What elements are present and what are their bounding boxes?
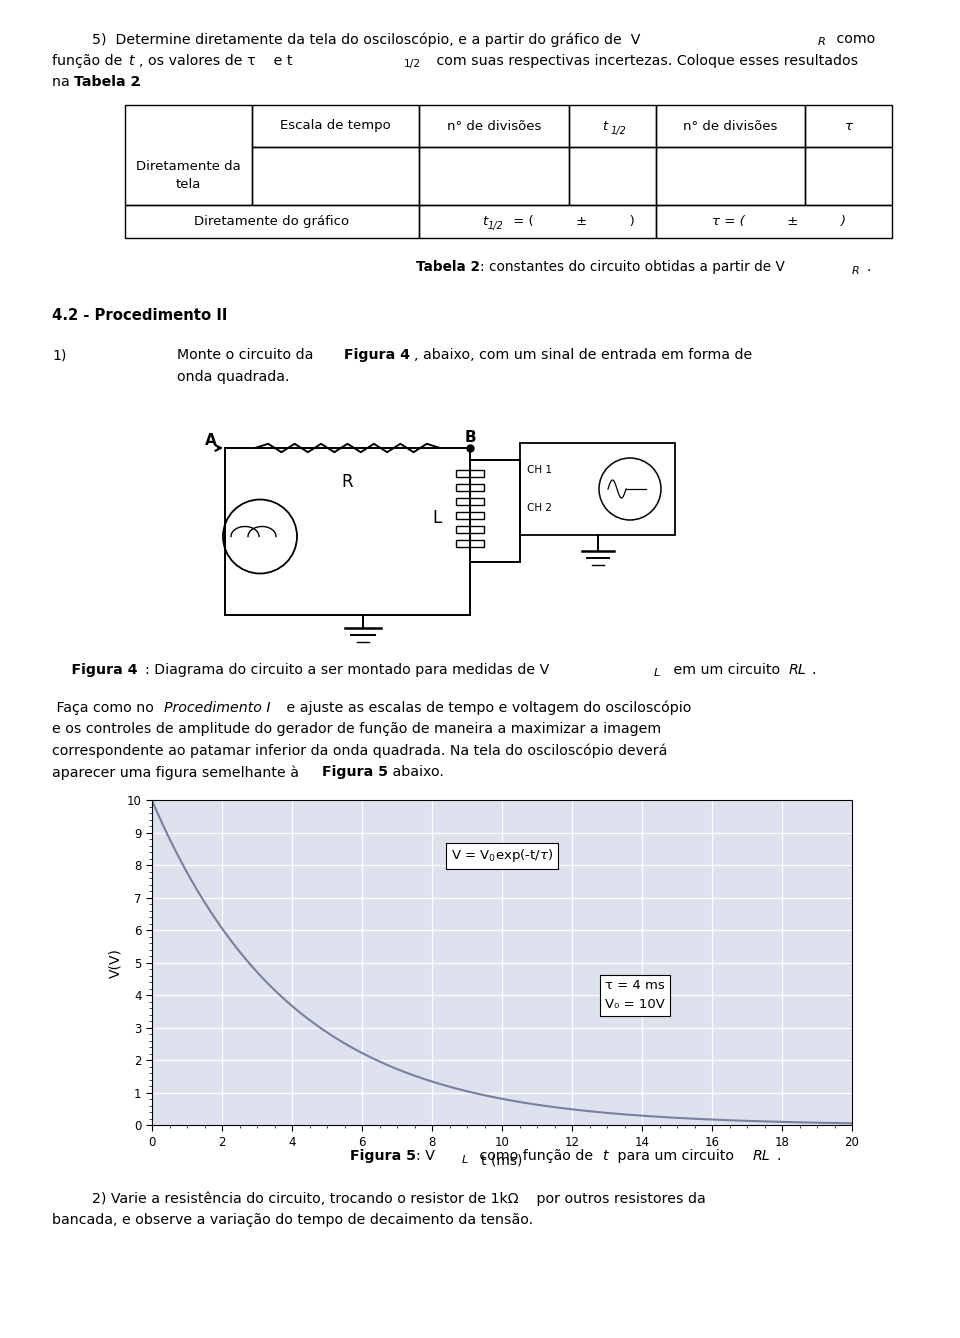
Bar (420, 205, 656, 238)
Bar (456, 512, 484, 519)
Bar (456, 541, 484, 547)
Text: abaixo.: abaixo. (388, 765, 444, 780)
Text: correspondente ao patamar inferior da onda quadrada. Na tela do osciloscópio dev: correspondente ao patamar inferior da on… (52, 744, 667, 759)
Bar (252, 147, 420, 205)
Text: 4.2 - Procedimento II: 4.2 - Procedimento II (52, 308, 228, 322)
Text: Monte o circuito da: Monte o circuito da (177, 348, 318, 363)
Text: t: t (482, 215, 488, 227)
Text: = (          ±          ): = ( ± ) (510, 215, 636, 227)
Text: n° de divisões: n° de divisões (447, 119, 541, 132)
Text: τ = 4 ms
V₀ = 10V: τ = 4 ms V₀ = 10V (605, 979, 665, 1012)
Bar (456, 484, 484, 491)
Bar (456, 498, 484, 504)
Bar (420, 147, 569, 205)
Text: n° de divisões: n° de divisões (684, 119, 778, 132)
Bar (656, 104, 805, 147)
Text: Figura 4: Figura 4 (52, 664, 137, 677)
Text: t: t (602, 119, 608, 132)
Text: t: t (602, 1149, 608, 1164)
X-axis label: t (ms): t (ms) (481, 1153, 522, 1167)
Y-axis label: V(V): V(V) (108, 949, 123, 978)
Text: .: . (777, 1149, 781, 1164)
Bar (656, 205, 892, 238)
Text: bancada, e observe a variação do tempo de decaimento da tensão.: bancada, e observe a variação do tempo d… (52, 1214, 533, 1227)
Text: τ: τ (845, 119, 852, 132)
Text: Figura 4: Figura 4 (344, 348, 410, 363)
Text: como função de: como função de (475, 1149, 598, 1164)
Bar (520, 443, 675, 535)
Bar (125, 104, 252, 205)
Text: .: . (812, 664, 817, 677)
Text: RL: RL (789, 664, 806, 677)
Bar (569, 147, 656, 205)
Text: L: L (433, 508, 442, 527)
Text: R: R (852, 266, 860, 276)
Text: : Diagrama do circuito a ser montado para medidas de V: : Diagrama do circuito a ser montado par… (145, 664, 549, 677)
Bar (805, 147, 892, 205)
Text: L: L (462, 1155, 468, 1165)
Bar (805, 104, 892, 147)
Text: A: A (205, 434, 217, 448)
Text: .: . (867, 260, 872, 274)
Text: e ajuste as escalas de tempo e voltagem do osciloscópio: e ajuste as escalas de tempo e voltagem … (282, 701, 691, 716)
Text: L: L (654, 668, 660, 678)
Text: : V: : V (416, 1149, 435, 1164)
Bar (456, 470, 484, 476)
Text: 1/2: 1/2 (611, 126, 626, 136)
Text: Tabela 2: Tabela 2 (416, 260, 480, 274)
Text: Figura 5: Figura 5 (322, 765, 388, 780)
Text: em um circuito: em um circuito (669, 664, 784, 677)
Text: Escala de tempo: Escala de tempo (280, 119, 391, 132)
Text: para um circuito: para um circuito (613, 1149, 738, 1164)
Text: τ = (          ±          ): τ = ( ± ) (711, 215, 846, 227)
Bar (252, 104, 420, 147)
Text: na: na (52, 75, 74, 90)
Bar (420, 104, 569, 147)
Text: 1/2: 1/2 (488, 221, 503, 230)
Text: V = V$_0$exp(-t/$\tau$): V = V$_0$exp(-t/$\tau$) (451, 847, 553, 864)
Text: Figura 5: Figura 5 (350, 1149, 416, 1164)
Text: R: R (818, 37, 826, 47)
Text: Diretamente da
tela: Diretamente da tela (136, 161, 241, 191)
Text: CH 1: CH 1 (527, 466, 552, 475)
Text: CH 2: CH 2 (527, 503, 552, 512)
Text: com suas respectivas incertezas. Coloque esses resultados: com suas respectivas incertezas. Coloque… (432, 54, 858, 67)
Text: e os controles de amplitude do gerador de função de maneira a maximizar a imagem: e os controles de amplitude do gerador d… (52, 723, 661, 736)
Text: R: R (342, 474, 353, 491)
Text: t: t (128, 54, 133, 67)
Text: 2) Varie a resistência do circuito, trocando o resistor de 1kΩ    por outros res: 2) Varie a resistência do circuito, troc… (92, 1192, 706, 1206)
Text: como: como (832, 32, 876, 45)
Text: RL: RL (753, 1149, 771, 1164)
Bar (569, 104, 656, 147)
Text: aparecer uma figura semelhante à: aparecer uma figura semelhante à (52, 765, 303, 780)
Text: Tabela 2: Tabela 2 (74, 75, 140, 90)
Text: B: B (465, 429, 476, 446)
Text: função de: função de (52, 54, 127, 67)
Bar (656, 147, 805, 205)
Text: 1/2: 1/2 (404, 59, 421, 68)
Text: .: . (136, 75, 140, 90)
Text: , os valores de τ    e t: , os valores de τ e t (139, 54, 293, 67)
Bar (125, 205, 420, 238)
Text: Diretamente do gráfico: Diretamente do gráfico (195, 215, 349, 227)
Text: onda quadrada.: onda quadrada. (177, 369, 290, 384)
Text: : constantes do circuito obtidas a partir de V: : constantes do circuito obtidas a parti… (480, 260, 785, 274)
Bar (456, 526, 484, 533)
Text: , abaixo, com um sinal de entrada em forma de: , abaixo, com um sinal de entrada em for… (414, 348, 753, 363)
Text: 1): 1) (52, 348, 66, 363)
Text: Faça como no: Faça como no (52, 701, 158, 714)
Text: Procedimento I: Procedimento I (164, 701, 271, 714)
Text: 5)  Determine diretamente da tela do osciloscópio, e a partir do gráfico de  V: 5) Determine diretamente da tela do osci… (92, 32, 640, 47)
